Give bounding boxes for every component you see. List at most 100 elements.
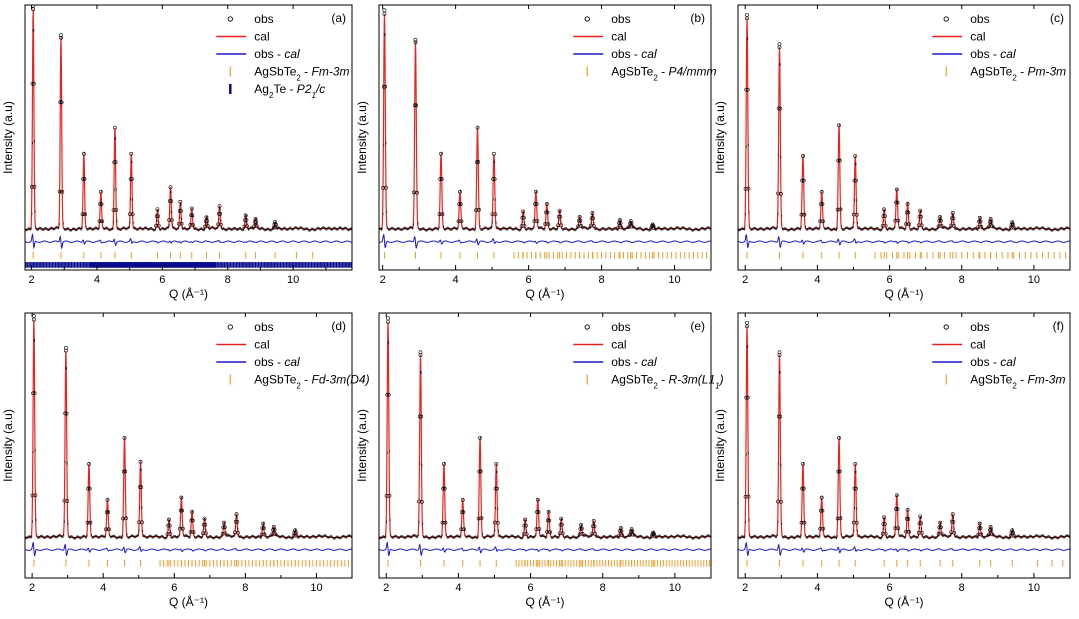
obs-point xyxy=(419,414,424,419)
obs-point xyxy=(492,151,496,156)
obs-point xyxy=(938,215,942,219)
obs-point xyxy=(776,106,781,111)
panel-label: (f) xyxy=(1053,319,1064,333)
legend-label: AgSbTe2 - Fm-3m xyxy=(970,373,1065,391)
diff-line xyxy=(379,541,711,557)
obs-point xyxy=(87,462,91,466)
obs-point xyxy=(386,319,390,324)
x-tick-label: 2 xyxy=(29,582,35,594)
legend-symbol xyxy=(943,16,949,22)
legend-label: Ag2Te - P21/c xyxy=(254,82,325,100)
plot-frame xyxy=(24,312,353,579)
obs-point xyxy=(191,223,195,227)
obs-point xyxy=(777,45,782,50)
obs-point xyxy=(128,212,132,216)
obs-point xyxy=(853,462,858,466)
obs-point xyxy=(63,345,68,350)
obs-point xyxy=(168,532,173,536)
legend-entry: cal xyxy=(216,338,270,352)
obs-point xyxy=(113,160,118,165)
obs-point xyxy=(592,524,597,529)
obs-point xyxy=(179,221,184,226)
cal-line xyxy=(379,321,711,539)
obs-point xyxy=(854,520,859,525)
obs-point xyxy=(80,212,85,217)
obs-point xyxy=(443,520,448,525)
obs-point xyxy=(560,522,564,527)
x-tick-label: 2 xyxy=(742,582,748,594)
obs-point xyxy=(894,187,899,192)
legend-symbol xyxy=(227,16,233,22)
cal-line xyxy=(738,18,1070,231)
obs-point xyxy=(852,178,857,183)
x-tick-label: 6 xyxy=(171,582,177,594)
legend-entry: obs xyxy=(227,12,274,26)
legend-label: obs xyxy=(970,320,989,334)
obs-point xyxy=(31,391,36,396)
x-tick-label: 2 xyxy=(380,274,386,286)
obs-point xyxy=(977,215,982,220)
diff-line xyxy=(379,233,711,249)
obs-point xyxy=(138,459,143,464)
obs-point xyxy=(778,414,783,419)
obs-point xyxy=(31,7,36,12)
obs-point xyxy=(591,524,595,529)
obs-point xyxy=(31,314,36,318)
plot-frame xyxy=(737,4,1071,271)
obs-point xyxy=(852,486,857,491)
obs-point xyxy=(156,223,161,228)
plot-frame xyxy=(737,312,1071,579)
x-tick-label: 8 xyxy=(225,274,231,286)
obs-point xyxy=(442,462,446,466)
x-tick-label: 10 xyxy=(668,274,680,286)
cal-line xyxy=(25,319,352,539)
obs-point xyxy=(494,462,499,466)
plot-area xyxy=(738,320,1070,567)
legend-entry: obs - cal xyxy=(932,355,1016,369)
obs-point xyxy=(222,525,227,530)
x-tick-label: 4 xyxy=(100,582,106,594)
obs-point xyxy=(244,218,249,222)
obs-point xyxy=(57,189,62,194)
legend-label: AgSbTe2 - Pm-3m xyxy=(970,65,1066,83)
obs-point xyxy=(261,521,266,526)
obs-point xyxy=(977,521,982,526)
obs-point xyxy=(535,497,540,502)
chart-panel-4: 2 4 6 8 10 Q (Å⁻¹) Intensity (a.u) (e) obs cal obs… xyxy=(355,312,724,609)
legend-label: obs - cal xyxy=(611,355,657,369)
obs-point xyxy=(218,222,223,227)
chart-panel-0: 2 4 6 8 10 Q (Å⁻¹) Intensity (a.u) (a) obs cal obs… xyxy=(1,4,353,301)
x-axis-label: Q (Å⁻¹) xyxy=(169,286,208,301)
x-tick-label: 6 xyxy=(526,274,532,286)
obs-point xyxy=(491,177,496,181)
obs-point xyxy=(894,493,899,498)
legend-entry: AgSbTe2 - P4/mmm xyxy=(586,65,716,83)
legend-symbol xyxy=(584,324,590,330)
obs-point xyxy=(233,519,238,524)
obs-point xyxy=(579,523,583,527)
obs-background xyxy=(25,29,352,232)
obs-point xyxy=(837,469,842,474)
x-tick-label: 10 xyxy=(1028,274,1040,286)
obs-point xyxy=(177,209,182,213)
legend-entry: cal xyxy=(932,338,986,352)
obs-point xyxy=(383,84,388,89)
obs-point xyxy=(493,486,498,491)
plot-frame xyxy=(24,4,353,271)
obs-point xyxy=(204,215,209,220)
obs-point xyxy=(777,42,782,47)
obs-point xyxy=(799,212,804,217)
obs-point xyxy=(907,222,911,227)
legend-entry: AgSbTe2 - Fm-3m xyxy=(945,373,1065,391)
legend-entry: cal xyxy=(216,30,270,44)
obs-point xyxy=(556,214,561,219)
obs-point xyxy=(81,151,86,156)
legend-label: AgSbTe2 - P4/mmm xyxy=(611,65,716,83)
obs-point xyxy=(179,495,184,500)
obs-point xyxy=(413,40,418,45)
obs-point xyxy=(801,462,805,466)
x-axis-label: Q (Å⁻¹) xyxy=(885,286,924,301)
legend-label: obs - cal xyxy=(970,355,1016,369)
obs-point xyxy=(745,12,749,17)
obs-point xyxy=(235,520,240,524)
